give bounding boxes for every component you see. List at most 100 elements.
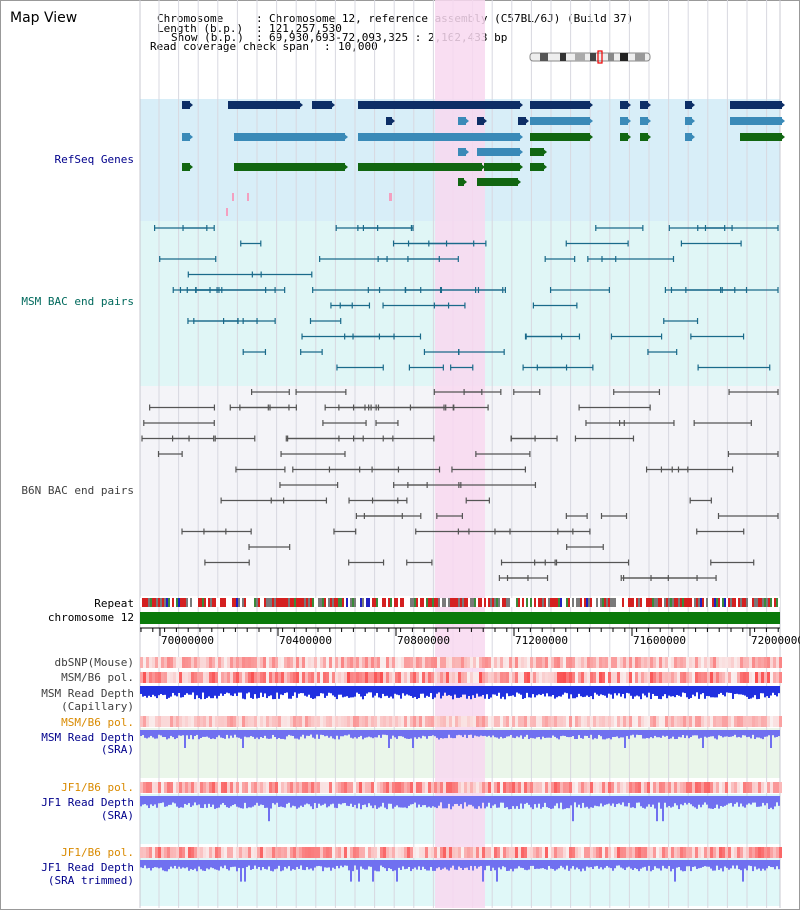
msm-b6-pol-heat — [626, 672, 629, 683]
msm-capillary-depth-bar — [300, 686, 302, 694]
jf1-trimmed-depth-bar — [674, 860, 676, 882]
jf1-b6-pol-heat — [419, 782, 422, 793]
msm-capillary-depth-bar — [720, 686, 722, 693]
jf1-sra-depth-bar — [184, 796, 186, 804]
jf1-trimmed-depth-bar — [602, 860, 604, 870]
msm-sra-depth-bar — [158, 730, 160, 735]
jf1-sra-depth-bar — [288, 796, 290, 803]
jf1-b6-pol-heat — [536, 847, 539, 858]
gene-strand-arrow — [588, 117, 593, 125]
gene-feature — [620, 133, 628, 141]
msm-capillary-depth-bar — [202, 686, 204, 693]
msm-b6-pol-heat — [284, 716, 287, 727]
msm-capillary-depth-bar — [372, 686, 374, 698]
msm-capillary-depth-bar — [276, 686, 278, 693]
msm-sra-depth-bar — [234, 730, 236, 735]
repeat-mark — [516, 598, 518, 607]
msm-sra-depth-bar — [472, 730, 474, 738]
gene-feature — [458, 178, 464, 186]
msm-sra-depth-bar — [340, 730, 342, 737]
jf1-b6-pol-heat — [149, 847, 152, 858]
repeat-mark — [502, 598, 504, 607]
msm-capillary-depth-bar — [340, 686, 342, 695]
jf1-b6-pol-heat — [272, 782, 275, 793]
msm-b6-pol-heat — [590, 716, 593, 727]
jf1-sra-depth-bar — [200, 796, 202, 808]
jf1-sra-depth-bar — [612, 796, 614, 804]
repeat-mark — [328, 598, 330, 607]
msm-capillary-depth-bar — [380, 686, 382, 699]
msm-sra-depth-bar — [598, 730, 600, 735]
jf1-trimmed-depth-bar — [294, 860, 296, 870]
msm-b6-pol-heat — [584, 672, 587, 683]
msm-capillary-depth-bar — [260, 686, 262, 693]
jf1-sra-depth-bar — [250, 796, 252, 808]
msm-capillary-depth-bar — [182, 686, 184, 698]
msm-b6-pol-heat — [287, 716, 290, 727]
jf1-trimmed-depth-bar — [634, 860, 636, 869]
msm-capillary-depth-bar — [440, 686, 442, 699]
jf1-trimmed-depth-bar — [170, 860, 172, 867]
jf1-b6-pol-heat — [446, 847, 449, 858]
gene-feature — [358, 133, 520, 141]
msm-sra-depth-bar — [404, 730, 406, 739]
msm-sra-depth-bar — [396, 730, 398, 739]
dbsnp-heat — [257, 657, 260, 668]
jf1-b6-pol-heat — [683, 847, 686, 858]
jf1-sra-depth-bar — [264, 796, 266, 808]
jf1-sra-depth-bar — [326, 796, 328, 808]
msm-sra-depth-bar — [432, 730, 434, 736]
msm-sra-depth-bar — [760, 730, 762, 739]
heat-tracks — [140, 657, 782, 858]
jf1-sra-depth-bar — [258, 796, 260, 806]
msm-capillary-depth-bar — [666, 686, 668, 699]
label-jf1-b6-pol-2: JF1/B6 pol. — [61, 846, 134, 859]
jf1-trimmed-depth-bar — [762, 860, 764, 869]
msm-capillary-depth-bar — [566, 686, 568, 694]
jf1-b6-pol-heat — [443, 847, 446, 858]
msm-capillary-depth-bar — [472, 686, 474, 696]
jf1-trimmed-depth-bar — [686, 860, 688, 867]
repeat-mark — [258, 598, 260, 607]
msm-b6-pol-heat — [245, 716, 248, 727]
dbsnp-heat — [341, 657, 344, 668]
jf1-b6-pol-heat — [269, 847, 272, 858]
dbsnp-heat — [404, 657, 407, 668]
gene-strand-arrow — [330, 101, 335, 109]
dbsnp-heat — [392, 657, 395, 668]
jf1-sra-depth-bar — [538, 796, 540, 804]
jf1-b6-pol-heat — [284, 847, 287, 858]
repeat-mark — [766, 598, 768, 607]
jf1-b6-pol-heat — [449, 847, 452, 858]
dbsnp-heat — [596, 657, 599, 668]
msm-b6-pol-heat — [320, 716, 323, 727]
msm-sra-depth-bar — [466, 730, 468, 739]
dbsnp-heat — [332, 657, 335, 668]
jf1-sra-depth-bar — [658, 796, 660, 803]
jf1-sra-depth-bar — [172, 796, 174, 803]
msm-capillary-depth-bar — [318, 686, 320, 697]
repeat-mark — [698, 598, 700, 607]
msm-capillary-depth-bar — [718, 686, 720, 695]
msm-capillary-depth-bar — [320, 686, 322, 694]
jf1-b6-pol-heat — [527, 847, 530, 858]
jf1-trimmed-depth-bar — [382, 860, 384, 868]
jf1-sra-depth-bar — [746, 796, 748, 805]
repeat-mark — [608, 598, 610, 607]
jf1-trimmed-depth-bar — [514, 860, 516, 869]
jf1-sra-depth-bar — [556, 796, 558, 804]
jf1-trimmed-depth-bar — [502, 860, 504, 867]
msm-sra-depth-bar — [726, 730, 728, 737]
repeat-mark — [648, 598, 650, 607]
msm-sra-depth-bar — [266, 730, 268, 739]
jf1-sra-depth-bar — [662, 796, 664, 822]
jf1-b6-pol-heat — [716, 847, 719, 858]
jf1-b6-pol-heat — [536, 782, 539, 793]
msm-capillary-depth-bar — [234, 686, 236, 694]
msm-b6-pol-heat — [551, 672, 554, 683]
repeat-mark — [650, 598, 652, 607]
jf1-b6-pol-heat — [725, 782, 728, 793]
chromosome-key: Chromosome — [157, 12, 224, 25]
msm-b6-pol-heat — [140, 716, 143, 727]
